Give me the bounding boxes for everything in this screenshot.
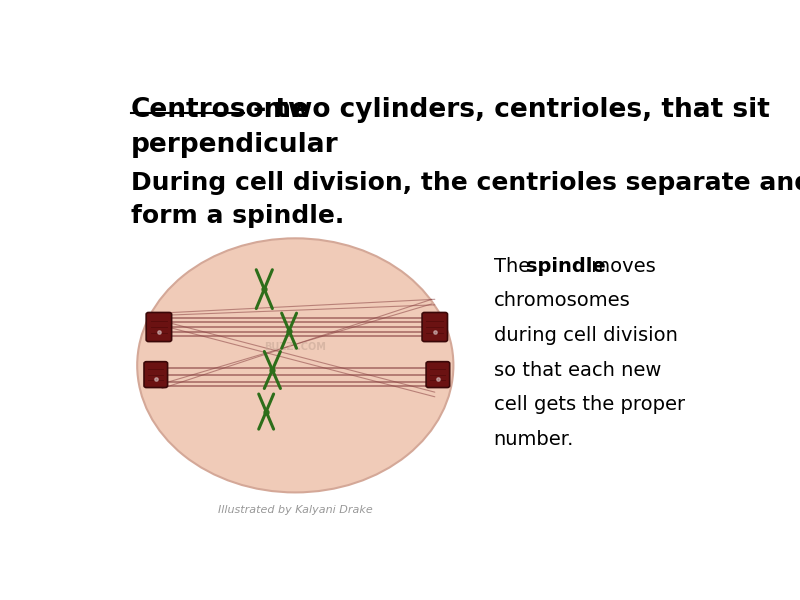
FancyBboxPatch shape xyxy=(144,362,167,388)
Text: BUZZI.COM: BUZZI.COM xyxy=(264,342,326,352)
Text: number.: number. xyxy=(494,430,574,449)
Text: spindle: spindle xyxy=(526,257,606,276)
Text: cell gets the proper: cell gets the proper xyxy=(494,395,685,415)
Text: moves: moves xyxy=(585,257,655,276)
Text: Centrosome: Centrosome xyxy=(131,97,310,124)
FancyBboxPatch shape xyxy=(146,313,172,341)
FancyBboxPatch shape xyxy=(426,362,450,388)
FancyBboxPatch shape xyxy=(422,313,447,341)
Text: during cell division: during cell division xyxy=(494,326,678,345)
Text: chromosomes: chromosomes xyxy=(494,292,630,310)
Ellipse shape xyxy=(138,238,454,493)
Text: so that each new: so that each new xyxy=(494,361,661,380)
Text: form a spindle.: form a spindle. xyxy=(131,203,344,227)
Text: perpendicular: perpendicular xyxy=(131,132,338,158)
Text: The: The xyxy=(494,257,536,276)
Text: During cell division, the centrioles separate and: During cell division, the centrioles sep… xyxy=(131,172,800,196)
Text: Illustrated by Kalyani Drake: Illustrated by Kalyani Drake xyxy=(218,505,373,515)
Text: – two cylinders, centrioles, that sit: – two cylinders, centrioles, that sit xyxy=(244,97,770,124)
